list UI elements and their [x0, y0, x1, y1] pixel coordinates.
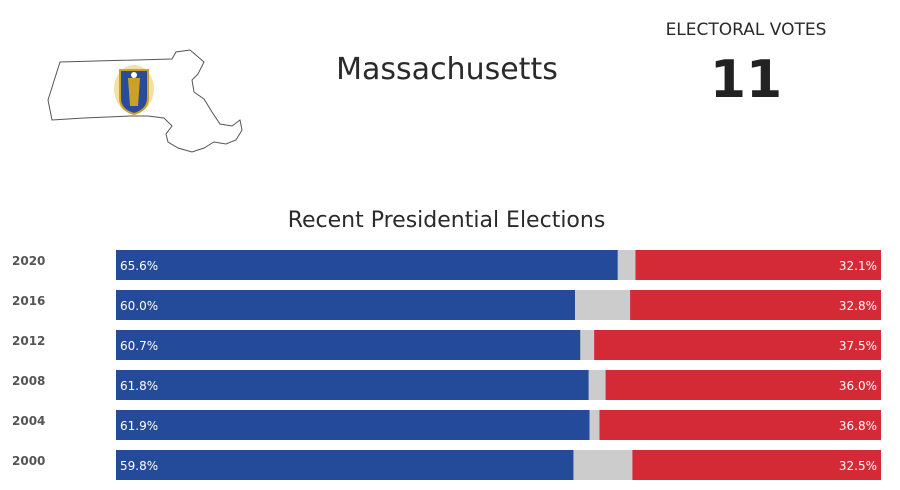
bar-value-label: 36.8% — [839, 419, 877, 433]
bar-segment — [617, 250, 636, 280]
bar-value-label: 59.8% — [120, 459, 158, 473]
bar-value-label: 32.8% — [839, 299, 877, 313]
bar-segment — [589, 410, 600, 440]
year-label: 2000 — [12, 454, 45, 468]
bar-segment — [116, 410, 590, 440]
year-label: 2016 — [12, 294, 45, 308]
bar-value-label: 60.0% — [120, 299, 158, 313]
election-results-chart: 2020 65.6% 32.1% 2016 60.0% 32.8% 2012 60.7% 37.… — [12, 250, 881, 480]
year-label: 2008 — [12, 374, 45, 388]
year-label: 2012 — [12, 334, 45, 348]
bar-value-label: 32.1% — [839, 259, 877, 273]
bar-value-label: 61.8% — [120, 379, 158, 393]
state-outline-map — [47, 49, 243, 153]
bar-segment — [588, 370, 606, 400]
bar-value-label: 36.0% — [839, 379, 877, 393]
bar-value-label: 32.5% — [839, 459, 877, 473]
bar-segment — [116, 370, 589, 400]
bar-segment — [580, 330, 595, 360]
bar-segment — [116, 290, 575, 320]
bar-segment — [594, 330, 881, 360]
electoral-votes-value: 11 — [709, 50, 783, 110]
bar-segment — [635, 250, 881, 280]
bar-segment — [630, 290, 881, 320]
state-seal-icon — [114, 65, 154, 116]
bar-segment — [116, 450, 574, 480]
bar-value-label: 60.7% — [120, 339, 158, 353]
bar-segment — [605, 370, 881, 400]
year-label: 2004 — [12, 414, 45, 428]
bar-value-label: 37.5% — [839, 339, 877, 353]
bar-segment — [573, 450, 633, 480]
electoral-votes-label: ELECTORAL VOTES — [665, 20, 827, 40]
bar-value-label: 65.6% — [120, 259, 158, 273]
bar-segment — [116, 250, 618, 280]
year-label: 2020 — [12, 254, 45, 268]
chart-title: Recent Presidential Elections — [287, 208, 606, 233]
bar-segment — [599, 410, 881, 440]
bar-segment — [575, 290, 631, 320]
bar-segment — [116, 330, 581, 360]
bar-segment — [632, 450, 881, 480]
state-name: Massachusetts — [336, 52, 558, 87]
bar-value-label: 61.9% — [120, 419, 158, 433]
